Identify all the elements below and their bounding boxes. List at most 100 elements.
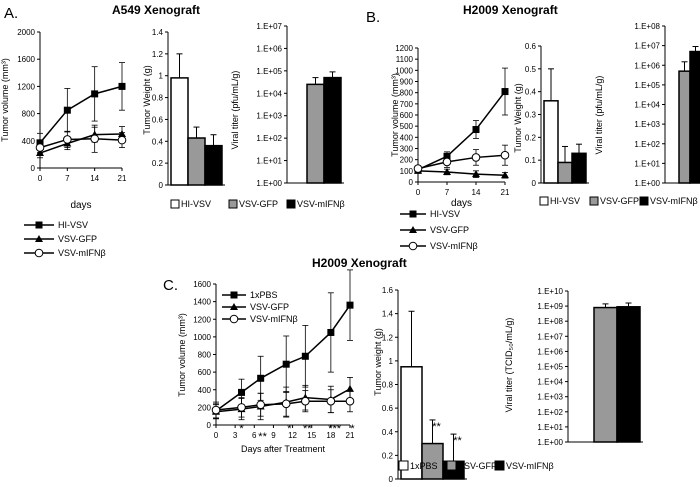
c_weight-ytick-label-6: 1.2 xyxy=(382,333,394,342)
c_weight-ytick-label-3: 0.6 xyxy=(382,404,394,413)
a_volume-ytick-label-4: 1600 xyxy=(17,55,35,64)
b_volume-ytick-label-6: 600 xyxy=(400,111,414,120)
a_titer-bar-1 xyxy=(306,83,325,184)
c_volume-xtick-label-0: 0 xyxy=(214,431,219,440)
b_titer-ytick-label-7: 1.E+07 xyxy=(634,42,660,51)
b_legend-marker-2 xyxy=(408,241,418,251)
a_volume-s2-point-3 xyxy=(117,135,127,145)
a_weight-ytick-label-4: 0.8 xyxy=(152,94,164,103)
a_legend-marker-1 xyxy=(35,235,43,242)
a_titer-ytick-label-5: 1.E+05 xyxy=(256,67,282,76)
a_weight-ytick-label-0: 0 xyxy=(159,181,164,190)
a_volume-ytick-label-1: 400 xyxy=(22,137,36,146)
c_legend-marker-0 xyxy=(230,291,238,299)
b_bar_legend-label-2: VSV-mIFNβ xyxy=(650,196,698,206)
b_weight-ytick-label-2: 0.2 xyxy=(525,133,537,142)
c_volume-s2-point-4 xyxy=(301,396,310,406)
b_volume-ytick-label-5: 500 xyxy=(400,122,414,131)
c_weight-signif-0: ** xyxy=(432,421,441,433)
a_titer-ytick-label-3: 1.E+03 xyxy=(256,112,282,121)
b_bar_legend-swatch-2 xyxy=(639,196,649,206)
c_volume-signif-3: ** xyxy=(303,423,312,435)
a_legend-label-2: VSV-mIFNβ xyxy=(58,248,106,258)
a_titer-ytick-label-7: 1.E+07 xyxy=(256,22,282,31)
b_volume-s2-point-0 xyxy=(413,164,423,173)
a_volume-xtick-label-1: 7 xyxy=(65,174,70,183)
b_volume-xtick-label-2: 14 xyxy=(472,188,481,197)
a_volume-s0-point-3 xyxy=(118,82,126,90)
c_titer-ytick-label-3: 1.E+03 xyxy=(537,393,563,402)
b_titer-ytick-label-2: 1.E+02 xyxy=(634,140,660,149)
c_volume-signif-5: * xyxy=(350,423,355,435)
c_volume-ytick-label-5: 1000 xyxy=(193,333,211,342)
b_weight-ytick-label-6: 0.6 xyxy=(525,42,537,51)
c_titer-ytick-label-2: 1.E+02 xyxy=(537,408,563,417)
b_titer-bar-1 xyxy=(678,70,691,184)
b_volume-ytick-label-3: 300 xyxy=(400,145,414,154)
a_weight-ytick-label-6: 1.2 xyxy=(152,50,164,59)
c_titer-bar-2 xyxy=(616,306,641,443)
a_volume-xtick-label-2: 14 xyxy=(90,174,99,183)
c_volume-ytick-label-0: 0 xyxy=(207,421,212,430)
c_titer-ytick-label-1: 1.E+01 xyxy=(537,423,563,432)
a_volume-xlabel: days xyxy=(70,200,91,211)
a_volume-xtick-label-0: 0 xyxy=(38,174,43,183)
a_weight-ytick-label-5: 1 xyxy=(159,72,164,81)
b_weight-bar-0 xyxy=(543,100,559,184)
b_volume-series-line-0 xyxy=(417,91,506,171)
a_titer-bar-2 xyxy=(323,76,342,184)
c_titer-ylabel: Viral titer (TCID₅₀/mL/g) xyxy=(504,318,514,413)
a_volume-series-line-0 xyxy=(39,85,123,144)
b_volume-ytick-label-10: 1000 xyxy=(395,66,413,75)
c_volume-ytick-label-4: 800 xyxy=(198,351,212,360)
a_volume-ytick-label-3: 1200 xyxy=(17,82,35,91)
b_weight-ytick-label-3: 0.3 xyxy=(525,111,537,120)
b_volume-xtick-label-1: 7 xyxy=(445,188,450,197)
b_volume-s2-point-2 xyxy=(471,153,481,162)
b_titer-ylabel: Viral titer (pfu/mL/g) xyxy=(594,76,604,155)
b_legend-marker-1 xyxy=(409,226,417,233)
title-h2009-xenograft-c: H2009 Xenograft xyxy=(312,256,407,270)
b_volume-xtick-label-0: 0 xyxy=(416,188,421,197)
panel-letter-c: C. xyxy=(163,277,178,294)
b_weight-bar-2 xyxy=(571,152,587,184)
a_bar_legend-label-1: VSV-GFP xyxy=(239,199,278,209)
b_volume-s2-point-1 xyxy=(442,157,452,167)
c_volume-s2-point-2 xyxy=(256,400,265,410)
title-h2009-xenograft-b: H2009 Xenograft xyxy=(463,3,558,17)
c_volume-xtick-label-3: 9 xyxy=(271,431,276,440)
a_volume-xtick-label-3: 21 xyxy=(118,174,127,183)
b_volume-ytick-label-7: 700 xyxy=(400,100,414,109)
b_volume-s1-point-3 xyxy=(501,171,509,179)
a_titer-ytick-label-2: 1.E+02 xyxy=(256,134,282,143)
c_volume-s0-point-6 xyxy=(346,301,354,309)
b_volume-ytick-label-11: 1100 xyxy=(396,55,414,64)
a_legend-marker-0 xyxy=(35,221,43,229)
c_volume-xtick-label-1: 3 xyxy=(233,431,238,440)
c_weight-ytick-label-1: 0.2 xyxy=(382,451,394,460)
c_legend-marker-1 xyxy=(230,303,238,310)
c_weight-ytick-label-7: 1.4 xyxy=(382,310,394,319)
c_weight-ytick-label-2: 0.4 xyxy=(382,428,394,437)
b_bar_legend-swatch-0 xyxy=(539,196,549,206)
c_volume-s2-point-1 xyxy=(237,403,246,412)
b_volume-ytick-label-12: 1200 xyxy=(395,44,413,53)
a_titer-ytick-label-1: 1.E+01 xyxy=(256,157,282,166)
c_volume-signif-2: * xyxy=(287,423,292,435)
b_volume-ytick-label-4: 400 xyxy=(400,133,414,142)
c_bar_legend-label-1: VSV-GFP xyxy=(458,461,497,471)
a_volume-ytick-label-5: 2000 xyxy=(17,28,35,37)
a_bar_legend-swatch-0 xyxy=(170,199,180,209)
a_bar_legend-label-0: HI-VSV xyxy=(181,199,211,209)
a_volume-s0-point-1 xyxy=(63,106,71,114)
a_volume-s2-point-0 xyxy=(35,143,45,152)
b_titer-ytick-label-4: 1.E+04 xyxy=(634,101,660,110)
c_weight-ytick-label-4: 0.8 xyxy=(382,381,394,390)
c_volume-ytick-label-7: 1400 xyxy=(193,298,211,307)
c_volume-s2-point-3 xyxy=(281,399,291,409)
a_volume-s0-point-2 xyxy=(91,90,99,98)
b_volume-s1-point-2 xyxy=(472,170,480,178)
b_titer-ytick-label-1: 1.E+01 xyxy=(634,159,660,168)
b_volume-ylabel: Tumor volume (mm³) xyxy=(390,73,400,157)
